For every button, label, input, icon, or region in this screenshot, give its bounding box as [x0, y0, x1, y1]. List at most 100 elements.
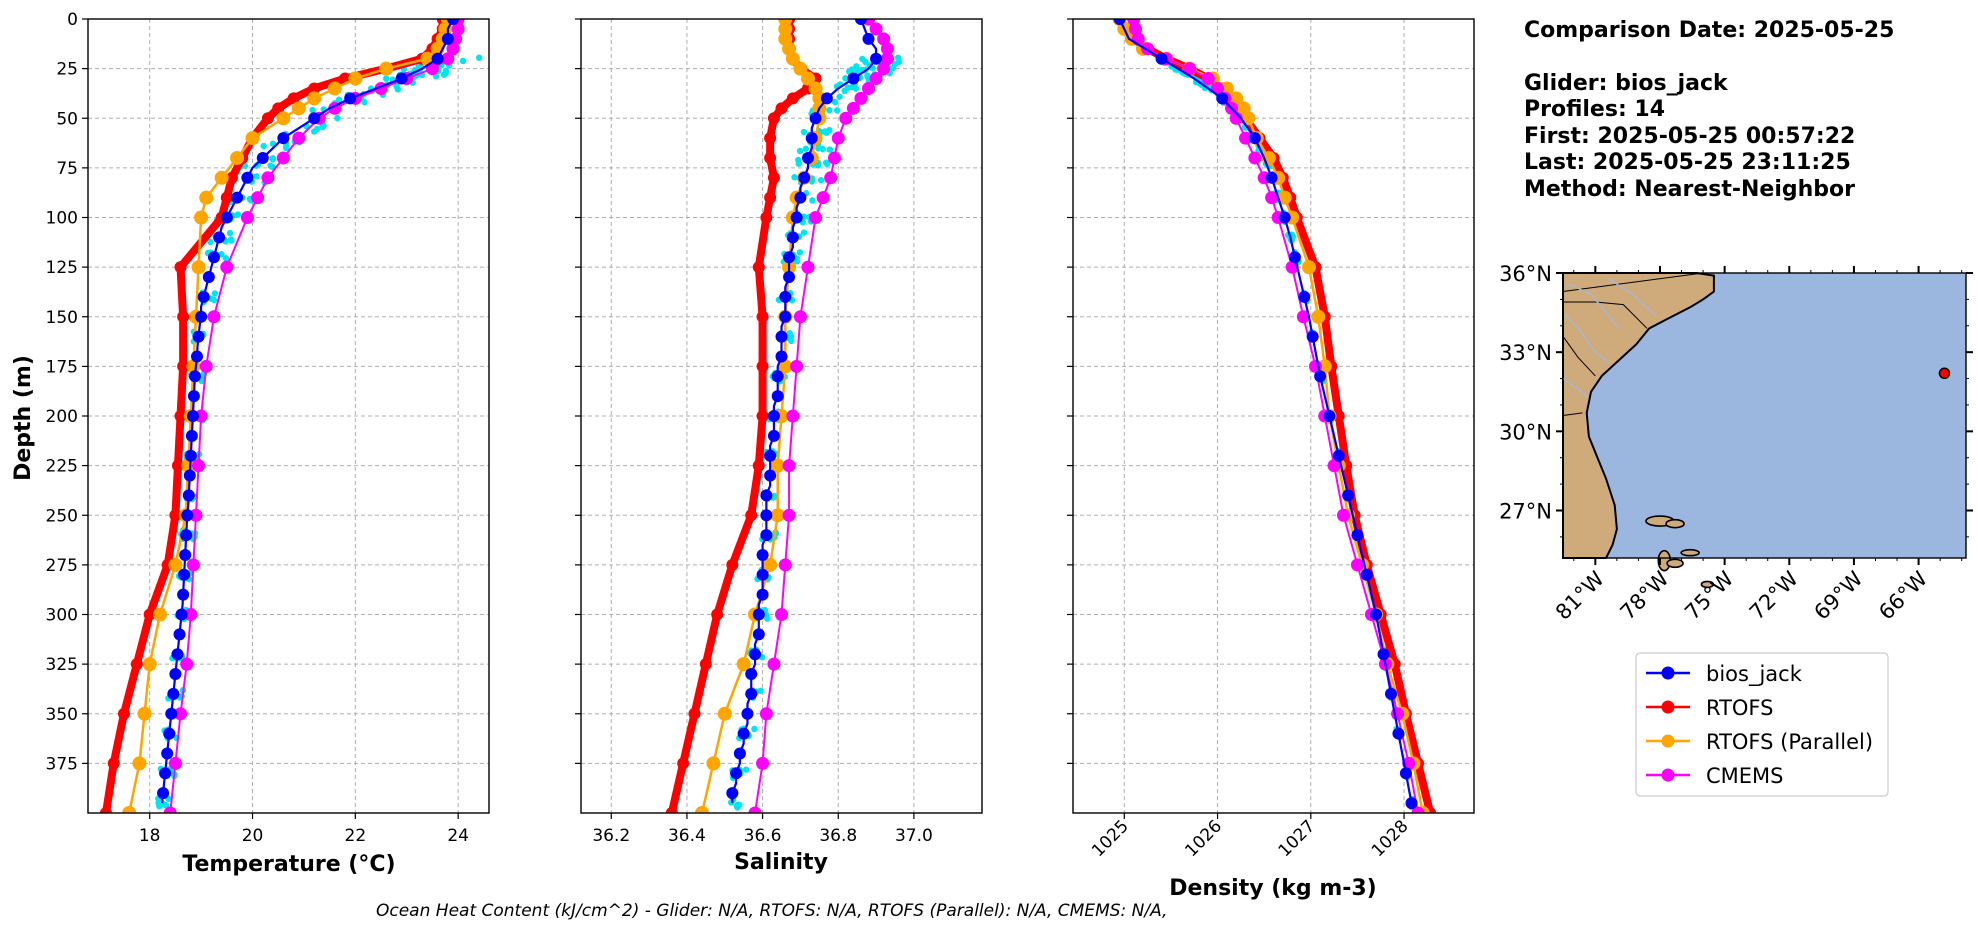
series-point [1113, 19, 1126, 25]
series-point [308, 82, 321, 95]
series-line-cmems [1132, 19, 1420, 813]
series-point [767, 657, 781, 671]
density-panel: 1025 1026 1027 1028 [1067, 18, 1475, 861]
glider-profile-point [335, 96, 343, 103]
series-point [752, 628, 765, 641]
series-point [688, 707, 701, 720]
series-point [767, 112, 780, 125]
series-point [786, 231, 799, 244]
glider-profile-point [282, 144, 290, 152]
series-point [677, 757, 690, 770]
series-point [801, 260, 815, 274]
glider-profile-point [751, 725, 758, 733]
y-tick-label: 175 [46, 357, 78, 377]
legend-label: RTOFS (Parallel) [1706, 730, 1873, 754]
series-point [276, 151, 290, 165]
series-point [231, 191, 244, 204]
series-point [1350, 558, 1364, 572]
series-point [767, 429, 780, 442]
river [1567, 282, 1620, 329]
legend-marker [1661, 700, 1675, 714]
series-point [1411, 806, 1425, 813]
series-point [189, 508, 203, 522]
series-point [756, 310, 769, 323]
y-tick-label: 100 [46, 209, 78, 229]
series-point [292, 131, 306, 145]
series-point [199, 190, 214, 205]
series-point [786, 92, 799, 105]
glider-profile-point [833, 107, 841, 114]
series-point [764, 132, 777, 145]
series-point [760, 489, 773, 502]
series-point [207, 251, 220, 264]
series-point [395, 72, 408, 85]
series-point [771, 370, 784, 383]
series-point [220, 211, 233, 224]
salinity-panel: 36.2 36.4 36.6 36.8 37.0 [575, 18, 983, 846]
series-point [1311, 309, 1326, 324]
glider-profile-point [853, 63, 860, 70]
legend: bios_jack RTOFS RTOFS (Parallel) CMEMS [1635, 652, 1889, 797]
state-border [1562, 272, 1704, 292]
series-point [770, 458, 785, 473]
series-point [307, 91, 322, 106]
glider-profile-point [442, 69, 450, 77]
glider-position-marker [1938, 367, 1951, 380]
legend-label: CMEMS [1706, 764, 1784, 788]
series-point [132, 756, 147, 771]
glider-profile-point [222, 255, 230, 262]
glider-profile-point [826, 107, 833, 114]
glider-profile-point [757, 687, 764, 694]
series-point [798, 171, 811, 184]
series-point [107, 757, 120, 770]
island [1666, 558, 1684, 569]
series-point [181, 458, 196, 473]
series-point [256, 151, 269, 164]
series-point [1336, 508, 1350, 522]
series-point [1278, 211, 1291, 224]
series-point [699, 658, 712, 671]
series-point [251, 191, 265, 205]
series-point [820, 92, 833, 105]
series-point [272, 102, 285, 115]
series-point [199, 359, 213, 373]
series-point [665, 807, 678, 813]
series-point [261, 112, 274, 125]
series-point [1360, 568, 1373, 581]
series-point [1399, 767, 1412, 780]
glider-profile-point [211, 290, 219, 297]
series-point [441, 32, 454, 45]
series-point [183, 469, 196, 482]
coastline [1562, 272, 1715, 559]
glider-name: Glider: bios_jack [1524, 71, 1729, 96]
series-point [187, 390, 200, 403]
glider-profile-point [226, 229, 234, 237]
series-point [287, 92, 300, 105]
series-point [447, 19, 460, 25]
series-point [767, 171, 780, 184]
legend-label: RTOFS [1706, 696, 1773, 720]
series-point [764, 191, 777, 204]
series-point [173, 628, 186, 641]
series-point [695, 806, 710, 813]
series-point [827, 151, 841, 165]
state-border [1562, 412, 1583, 416]
temperature-panel: 0 25 50 75 100 125 150 175 200 225 250 275 300 325 350… [46, 10, 490, 846]
series-point [1277, 190, 1292, 205]
series-point [862, 81, 876, 95]
series-point [1265, 171, 1278, 184]
glider-profile-point [459, 57, 467, 65]
y-tick-label: 375 [46, 754, 78, 774]
glider-profile-point [210, 296, 218, 304]
lon-label: 78°W [1616, 566, 1674, 624]
glider-profile-point [309, 106, 316, 114]
series-point [1342, 489, 1355, 502]
x-tick-label: 20 [242, 826, 264, 846]
glider-profile-point [310, 128, 318, 135]
series-point [1327, 459, 1341, 473]
x-tick-label: 18 [139, 826, 161, 846]
series-point [431, 52, 444, 65]
series-point [174, 707, 188, 721]
x-tick-label: 22 [345, 826, 367, 846]
series-point [197, 290, 210, 303]
